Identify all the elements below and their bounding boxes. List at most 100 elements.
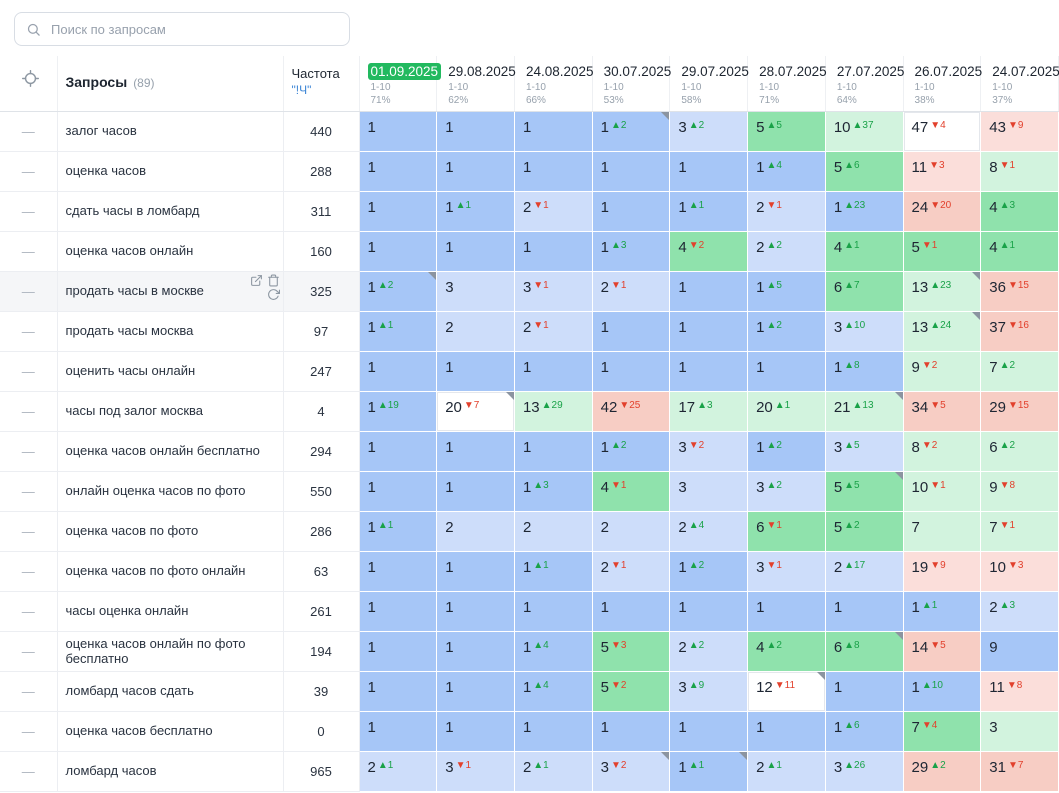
- position-cell[interactable]: 1: [669, 151, 749, 192]
- date-column-header[interactable]: 24.08.2025 1-10 66%: [514, 56, 594, 112]
- position-cell[interactable]: 3 ▲26: [825, 751, 904, 792]
- date-column-header[interactable]: 24.07.2025 1-10 37%: [980, 56, 1059, 112]
- position-cell[interactable]: 1: [514, 711, 593, 752]
- position-cell[interactable]: 6 ▲2: [980, 431, 1059, 472]
- position-cell[interactable]: 11 ▼8: [980, 671, 1059, 712]
- position-cell[interactable]: 3 ▲2: [669, 111, 749, 152]
- trash-icon[interactable]: [267, 274, 280, 287]
- position-cell[interactable]: 1: [436, 711, 515, 752]
- row-marker[interactable]: —: [0, 151, 58, 192]
- search-input[interactable]: [49, 20, 338, 38]
- position-cell[interactable]: 2 ▼1: [514, 191, 593, 232]
- position-cell[interactable]: 29 ▼15: [980, 391, 1059, 432]
- position-cell[interactable]: 20 ▼7: [436, 391, 515, 432]
- position-cell[interactable]: 4 ▲1: [980, 231, 1059, 272]
- position-cell[interactable]: 9: [980, 631, 1059, 672]
- row-marker[interactable]: —: [0, 511, 58, 552]
- position-cell[interactable]: 3: [436, 271, 515, 312]
- position-cell[interactable]: 1 ▲1: [669, 751, 749, 792]
- position-cell[interactable]: 1: [514, 111, 593, 152]
- date-label[interactable]: 28.07.2025: [759, 64, 827, 79]
- position-cell[interactable]: 1 ▲1: [359, 311, 438, 352]
- position-cell[interactable]: 3 ▲5: [825, 431, 904, 472]
- row-marker[interactable]: —: [0, 231, 58, 272]
- date-label[interactable]: 29.08.2025: [448, 64, 516, 79]
- position-cell[interactable]: 5 ▲5: [747, 111, 826, 152]
- row-marker[interactable]: —: [0, 671, 58, 712]
- query-cell[interactable]: оценка часов онлайн: [57, 231, 284, 272]
- position-cell[interactable]: 1: [747, 711, 826, 752]
- position-cell[interactable]: 1: [436, 551, 515, 592]
- query-cell[interactable]: оценка часов бесплатно: [57, 711, 284, 752]
- position-cell[interactable]: 5 ▼2: [592, 671, 671, 712]
- refresh-icon[interactable]: [267, 288, 280, 301]
- position-cell[interactable]: 1: [359, 551, 438, 592]
- query-cell[interactable]: сдать часы в ломбард: [57, 191, 284, 232]
- date-column-header[interactable]: 01.09.2025 1-10 71%: [359, 56, 442, 112]
- row-marker[interactable]: —: [0, 271, 58, 312]
- position-cell[interactable]: 1: [592, 711, 671, 752]
- date-column-header[interactable]: 29.08.2025 1-10 62%: [436, 56, 516, 112]
- position-cell[interactable]: 1 ▲2: [592, 431, 671, 472]
- query-cell[interactable]: оценка часов по фото: [57, 511, 284, 552]
- position-cell[interactable]: 1: [592, 191, 671, 232]
- position-cell[interactable]: 10 ▲37: [825, 111, 904, 152]
- position-cell[interactable]: 1: [514, 431, 593, 472]
- position-cell[interactable]: 13 ▲24: [903, 311, 982, 352]
- position-cell[interactable]: 1: [825, 591, 904, 632]
- position-cell[interactable]: 1 ▲2: [669, 551, 749, 592]
- position-cell[interactable]: 1 ▲2: [592, 111, 671, 152]
- target-column-header[interactable]: [0, 56, 58, 112]
- position-cell[interactable]: 1 ▲6: [825, 711, 904, 752]
- position-cell[interactable]: 1: [669, 591, 749, 632]
- position-cell[interactable]: 1: [514, 591, 593, 632]
- position-cell[interactable]: 2 ▲1: [359, 751, 438, 792]
- position-cell[interactable]: 2 ▲17: [825, 551, 904, 592]
- position-cell[interactable]: 9 ▼8: [980, 471, 1059, 512]
- external-link-icon[interactable]: [250, 274, 263, 287]
- position-cell[interactable]: 9 ▼2: [903, 351, 982, 392]
- position-cell[interactable]: 1 ▲2: [359, 271, 438, 312]
- query-cell[interactable]: продать часы в москве: [57, 271, 284, 312]
- position-cell[interactable]: 37 ▼16: [980, 311, 1059, 352]
- query-cell[interactable]: онлайн оценка часов по фото: [57, 471, 284, 512]
- position-cell[interactable]: 1 ▲5: [747, 271, 826, 312]
- row-marker[interactable]: —: [0, 471, 58, 512]
- frequency-column-header[interactable]: Частота "!Ч": [283, 56, 360, 112]
- frequency-type-link[interactable]: "!Ч": [291, 83, 312, 97]
- position-cell[interactable]: 10 ▼1: [903, 471, 982, 512]
- row-marker[interactable]: —: [0, 191, 58, 232]
- position-cell[interactable]: 12 ▼11: [747, 671, 826, 712]
- query-cell[interactable]: часы оценка онлайн: [57, 591, 284, 632]
- position-cell[interactable]: 1: [359, 631, 438, 672]
- position-cell[interactable]: 1: [592, 151, 671, 192]
- position-cell[interactable]: 5 ▲6: [825, 151, 904, 192]
- position-cell[interactable]: 1: [592, 351, 671, 392]
- date-column-header[interactable]: 29.07.2025 1-10 58%: [669, 56, 749, 112]
- position-cell[interactable]: 1: [359, 111, 438, 152]
- date-column-header[interactable]: 30.07.2025 1-10 53%: [592, 56, 671, 112]
- query-cell[interactable]: оценить часы онлайн: [57, 351, 284, 392]
- date-label[interactable]: 01.09.2025: [367, 63, 442, 80]
- position-cell[interactable]: 3 ▲2: [747, 471, 826, 512]
- position-cell[interactable]: 1: [359, 591, 438, 632]
- position-cell[interactable]: 1: [359, 351, 438, 392]
- position-cell[interactable]: 17 ▲3: [669, 391, 749, 432]
- position-cell[interactable]: 1: [514, 151, 593, 192]
- position-cell[interactable]: 2 ▼1: [592, 271, 671, 312]
- position-cell[interactable]: 2 ▼1: [592, 551, 671, 592]
- position-cell[interactable]: 3 ▼1: [747, 551, 826, 592]
- position-cell[interactable]: 20 ▲1: [747, 391, 826, 432]
- position-cell[interactable]: 6 ▲7: [825, 271, 904, 312]
- position-cell[interactable]: 3 ▼2: [592, 751, 671, 792]
- position-cell[interactable]: 1: [436, 631, 515, 672]
- position-cell[interactable]: 1 ▲1: [436, 191, 515, 232]
- position-cell[interactable]: 36 ▼15: [980, 271, 1059, 312]
- position-cell[interactable]: 1: [436, 471, 515, 512]
- position-cell[interactable]: 1: [514, 231, 593, 272]
- position-cell[interactable]: 1 ▲1: [903, 591, 982, 632]
- date-label[interactable]: 26.07.2025: [914, 64, 983, 79]
- position-cell[interactable]: 11 ▼3: [903, 151, 982, 192]
- position-cell[interactable]: 1 ▲3: [592, 231, 671, 272]
- queries-column-header[interactable]: Запросы (89): [57, 56, 284, 112]
